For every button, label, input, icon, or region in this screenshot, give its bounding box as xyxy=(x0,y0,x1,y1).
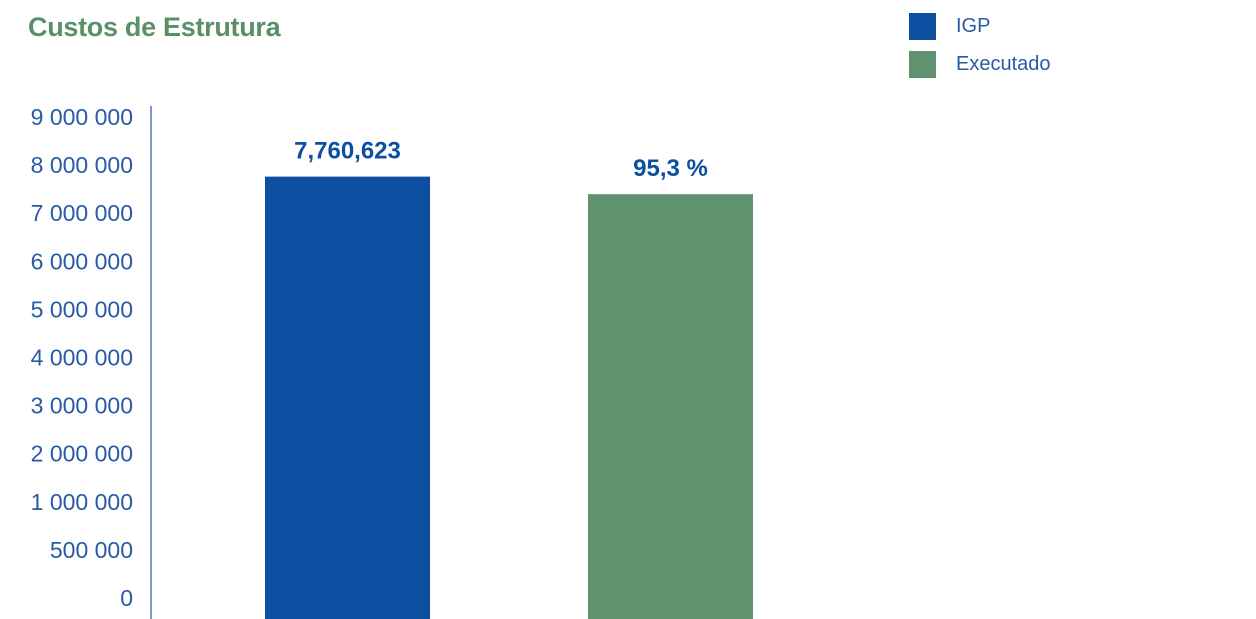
y-tick-label: 500 000 xyxy=(50,537,133,563)
y-tick-label: 0 xyxy=(120,585,133,611)
y-tick-label: 7 000 000 xyxy=(31,200,133,226)
chart-title: Custos de Estrutura xyxy=(28,12,281,42)
legend-swatch-executado xyxy=(909,50,936,78)
y-tick-label: 6 000 000 xyxy=(31,248,133,274)
y-tick-label: 5 000 000 xyxy=(31,296,133,322)
bar-executado xyxy=(588,194,753,619)
data-label-igp: 7,760,623 xyxy=(294,138,401,165)
bar-igp xyxy=(265,176,430,619)
legend-swatch-igp xyxy=(909,12,936,40)
legend-label-igp: IGP xyxy=(956,14,991,37)
legend-item-igp: IGP xyxy=(909,12,1051,40)
y-tick-label: 2 000 000 xyxy=(31,441,133,467)
y-tick-label: 4 000 000 xyxy=(31,345,133,371)
legend: IGP Executado xyxy=(909,12,1051,88)
legend-label-executado: Executado xyxy=(956,52,1051,75)
y-tick-label: 1 000 000 xyxy=(31,489,133,515)
y-tick-label: 9 000 000 xyxy=(31,104,133,130)
y-tick-label: 3 000 000 xyxy=(31,393,133,419)
y-tick-label: 8 000 000 xyxy=(31,152,133,178)
legend-item-executado: Executado xyxy=(909,50,1051,78)
data-label-executado: 95,3 % xyxy=(633,155,708,182)
